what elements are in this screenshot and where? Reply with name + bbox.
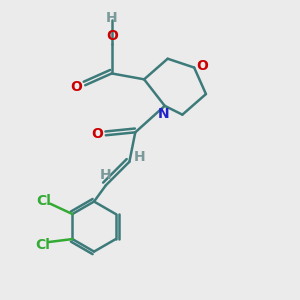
Text: O: O bbox=[196, 59, 208, 73]
Text: O: O bbox=[70, 80, 82, 94]
Text: Cl: Cl bbox=[35, 238, 50, 252]
Text: N: N bbox=[158, 107, 169, 121]
Text: H: H bbox=[106, 11, 118, 25]
Text: Cl: Cl bbox=[36, 194, 51, 208]
Text: H: H bbox=[134, 150, 146, 164]
Text: H: H bbox=[100, 168, 112, 182]
Text: O: O bbox=[106, 29, 118, 43]
Text: O: O bbox=[91, 127, 103, 141]
